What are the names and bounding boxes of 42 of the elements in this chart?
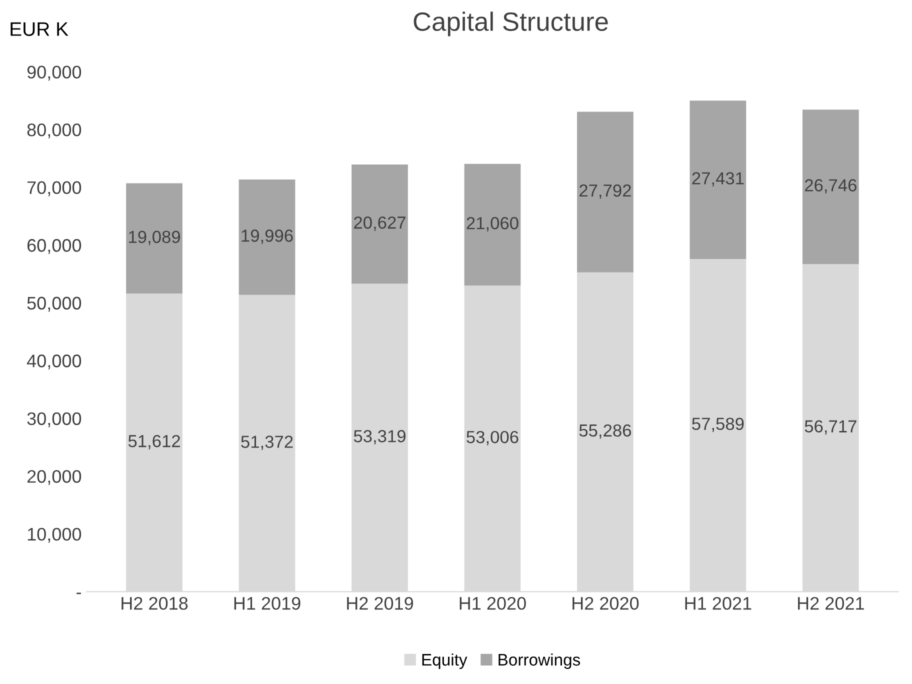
data-label: 53,319	[354, 430, 406, 444]
legend-label: Equity	[422, 653, 468, 669]
x-tick-label: H1 2020	[460, 597, 526, 610]
y-tick-label: 50,000	[27, 296, 82, 312]
x-tick-label: H2 2019	[347, 597, 414, 610]
data-label: 20,627	[354, 216, 406, 231]
x-tick-label: H1 2021	[685, 597, 752, 610]
data-label: 27,431	[692, 172, 744, 187]
y-axis-title: EUR K	[10, 22, 68, 36]
y-tick-label: -	[76, 592, 81, 594]
data-label: 51,372	[241, 436, 293, 450]
data-label: 57,589	[692, 418, 744, 432]
bar	[352, 164, 408, 284]
data-label: 27,792	[580, 184, 631, 199]
y-tick-label: 60,000	[27, 239, 82, 254]
bar	[802, 110, 859, 264]
y-tick-label: 10,000	[28, 528, 82, 543]
x-tick-label: H2 2021	[798, 597, 864, 610]
data-label: 51,612	[128, 434, 180, 450]
y-tick-label: 80,000	[27, 124, 82, 138]
y-tick-label: 90,000	[27, 66, 82, 81]
y-tick-label: 30,000	[27, 412, 82, 428]
data-label: 19,996	[242, 230, 293, 244]
data-label: 21,060	[466, 217, 518, 232]
y-tick-label: 20,000	[27, 470, 82, 485]
data-label: 53,006	[466, 430, 518, 446]
legend-label: Borrowings	[498, 653, 580, 669]
bar	[577, 112, 634, 272]
data-label: 26,746	[805, 179, 856, 194]
bar	[238, 179, 296, 295]
chart-title: Capital Structure	[414, 12, 608, 36]
bar	[126, 183, 182, 294]
data-label: 56,717	[804, 420, 856, 435]
x-tick-label: H2 2018	[122, 597, 188, 610]
bar	[690, 100, 746, 260]
y-tick-label: 40,000	[26, 354, 82, 370]
bar	[464, 164, 521, 286]
data-label: 55,286	[579, 424, 632, 439]
y-tick-label: 70,000	[27, 181, 82, 196]
x-tick-label: H2 2020	[572, 597, 639, 610]
data-label: 19,089	[129, 230, 180, 246]
x-tick-label: H1 2019	[234, 597, 300, 610]
